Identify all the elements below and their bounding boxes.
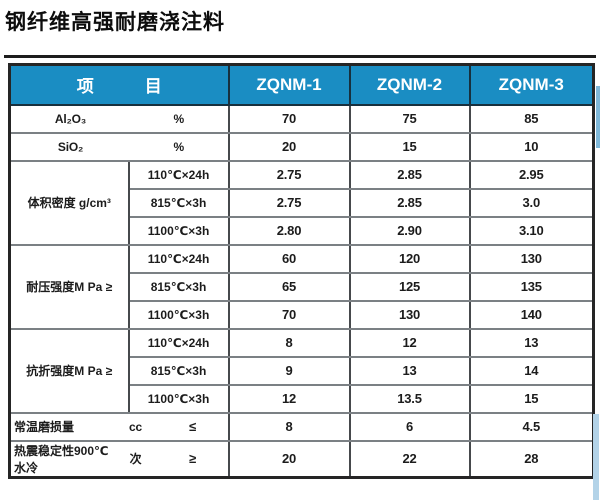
value-cell: 2.85 bbox=[348, 187, 471, 218]
value-cell: 85 bbox=[468, 103, 595, 134]
value-cell: 2.75 bbox=[227, 159, 351, 190]
table-row-density-110: 体积密度 g/cm³ 110℃×24h 2.75 2.85 2.95 bbox=[8, 159, 595, 246]
group-label-flexural: 抗折强度M Pa ≥ bbox=[8, 327, 130, 414]
right-edge-artifact-bottom bbox=[593, 414, 599, 500]
condition-cell: 1100℃×3h bbox=[127, 299, 230, 330]
column-header-zqnm-2: ZQNM-2 bbox=[348, 63, 471, 106]
condition-cell: 815℃×3h bbox=[127, 271, 230, 302]
column-header-zqnm-1: ZQNM-1 bbox=[227, 63, 351, 106]
table-row-density-1100: 1100℃×3h 2.80 2.90 3.10 bbox=[10, 215, 595, 246]
group-label-density: 体积密度 g/cm³ bbox=[8, 159, 130, 246]
value-cell: 8 bbox=[227, 411, 351, 442]
chem-formula: Al₂O₃ bbox=[54, 111, 87, 126]
value-cell: 2.85 bbox=[348, 159, 471, 190]
condition-cell: 110℃×24h bbox=[127, 327, 230, 358]
row-label-sio2: SiO₂ % bbox=[8, 131, 230, 162]
column-header-item: 项 目 bbox=[8, 63, 230, 106]
value-cell: 130 bbox=[348, 299, 471, 330]
value-cell: 14 bbox=[468, 355, 595, 386]
group-label-compressive: 耐压强度M Pa ≥ bbox=[8, 243, 130, 330]
lte-symbol: ≤ bbox=[189, 419, 196, 434]
value-cell: 28 bbox=[468, 439, 595, 478]
value-cell: 60 bbox=[227, 243, 351, 274]
gte-symbol: ≥ bbox=[189, 451, 196, 466]
value-cell: 2.80 bbox=[227, 215, 351, 246]
condition-cell: 1100℃×3h bbox=[127, 215, 230, 246]
condition-cell: 110℃×24h bbox=[127, 243, 230, 274]
value-cell: 15 bbox=[468, 383, 595, 414]
condition-cell: 110℃×24h bbox=[127, 159, 230, 190]
value-cell: 10 bbox=[468, 131, 595, 162]
condition-cell: 815℃×3h bbox=[127, 355, 230, 386]
value-cell: 140 bbox=[468, 299, 595, 330]
value-cell: 3.10 bbox=[468, 215, 595, 246]
row-label-thermal-shock: 热震稳定性900℃水冷 次 ≥ bbox=[8, 439, 230, 478]
row-label-abrasion: 常温磨损量 cc ≤ bbox=[8, 411, 230, 442]
spec-table: 项 目 ZQNM-1 ZQNM-2 ZQNM-3 Al₂O₃ % 70 75 8… bbox=[8, 63, 595, 479]
value-cell: 13 bbox=[348, 355, 471, 386]
value-cell: 6 bbox=[348, 411, 471, 442]
header-row: 项 目 ZQNM-1 ZQNM-2 ZQNM-3 bbox=[8, 63, 595, 106]
unit-label: % bbox=[173, 139, 185, 154]
condition-cell: 1100℃×3h bbox=[127, 383, 230, 414]
value-cell: 130 bbox=[468, 243, 595, 274]
condition-cell: 815℃×3h bbox=[127, 187, 230, 218]
table-row-flexural-110: 抗折强度M Pa ≥ 110℃×24h 8 12 13 bbox=[8, 327, 595, 414]
table-row-density-815: 815℃×3h 2.75 2.85 3.0 bbox=[10, 187, 595, 218]
value-cell: 135 bbox=[468, 271, 595, 302]
table-row-al2o3: Al₂O₃ % 70 75 85 bbox=[8, 103, 595, 134]
page-title: 钢纤维高强耐磨浇注料 bbox=[5, 11, 225, 34]
value-cell: 2.95 bbox=[468, 159, 595, 190]
value-cell: 13 bbox=[468, 327, 595, 358]
table-row-abrasion: 常温磨损量 cc ≤ 8 6 4.5 bbox=[8, 411, 595, 442]
table-row-compressive-1100: 1100℃×3h 70 130 140 bbox=[10, 299, 595, 330]
table-row-flexural-1100: 1100℃×3h 12 13.5 15 bbox=[10, 383, 595, 414]
value-cell: 13.5 bbox=[348, 383, 471, 414]
unit-label: % bbox=[173, 111, 185, 126]
value-cell: 3.0 bbox=[468, 187, 595, 218]
value-cell: 4.5 bbox=[468, 411, 595, 442]
value-cell: 120 bbox=[348, 243, 471, 274]
chem-formula: SiO₂ bbox=[57, 139, 84, 154]
table-row-flexural-815: 815℃×3h 9 13 14 bbox=[10, 355, 595, 386]
title-underline bbox=[4, 55, 596, 58]
value-cell: 2.75 bbox=[227, 187, 351, 218]
value-cell: 75 bbox=[348, 103, 471, 134]
table-row-thermal-shock: 热震稳定性900℃水冷 次 ≥ 20 22 28 bbox=[8, 439, 595, 478]
unit-label: 次 bbox=[129, 452, 142, 466]
value-cell: 125 bbox=[348, 271, 471, 302]
value-cell: 20 bbox=[227, 439, 351, 478]
value-cell: 15 bbox=[348, 131, 471, 162]
value-cell: 12 bbox=[227, 383, 351, 414]
row-label-text: 热震稳定性900℃水冷 bbox=[14, 443, 109, 475]
table-row-sio2: SiO₂ % 20 15 10 bbox=[8, 131, 595, 162]
value-cell: 65 bbox=[227, 271, 351, 302]
table-row-compressive-110: 耐压强度M Pa ≥ 110℃×24h 60 120 130 bbox=[8, 243, 595, 330]
value-cell: 2.90 bbox=[348, 215, 471, 246]
column-header-zqnm-3: ZQNM-3 bbox=[468, 63, 595, 106]
unit-label: cc bbox=[129, 419, 142, 434]
value-cell: 20 bbox=[227, 131, 351, 162]
right-edge-artifact-top bbox=[596, 86, 600, 148]
value-cell: 22 bbox=[348, 439, 471, 478]
row-label-al2o3: Al₂O₃ % bbox=[8, 103, 230, 134]
value-cell: 8 bbox=[227, 327, 351, 358]
row-label-text: 常温磨损量 bbox=[14, 420, 75, 434]
value-cell: 12 bbox=[348, 327, 471, 358]
value-cell: 9 bbox=[227, 355, 351, 386]
value-cell: 70 bbox=[227, 299, 351, 330]
table-row-compressive-815: 815℃×3h 65 125 135 bbox=[10, 271, 595, 302]
value-cell: 70 bbox=[227, 103, 351, 134]
